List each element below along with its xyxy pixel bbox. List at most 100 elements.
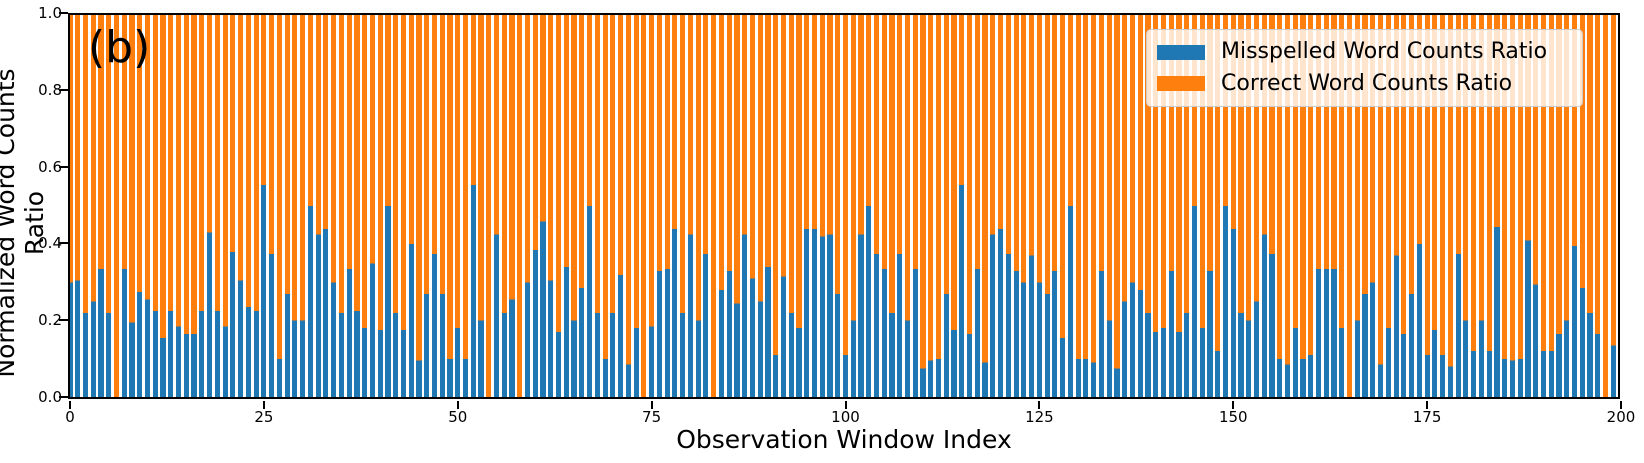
stacked-bar <box>253 15 259 397</box>
stacked-bar <box>1378 15 1384 397</box>
stacked-bar <box>998 15 1004 397</box>
stacked-bar <box>579 15 585 397</box>
stacked-bar <box>501 15 507 397</box>
stacked-bar <box>951 15 957 397</box>
stacked-bar <box>804 15 810 397</box>
stacked-bar <box>641 15 647 397</box>
stacked-bar <box>757 15 763 397</box>
stacked-bar <box>1184 15 1190 397</box>
stacked-bar <box>935 15 942 397</box>
stacked-bar <box>974 15 980 397</box>
stacked-bar <box>369 15 376 397</box>
stacked-bar <box>850 15 856 397</box>
stacked-bar <box>1346 15 1353 397</box>
stacked-bar <box>749 15 756 397</box>
stacked-bar <box>796 15 802 397</box>
stacked-bar <box>1502 15 1508 397</box>
stacked-bar <box>1486 15 1492 397</box>
misspelled-swatch-icon <box>1157 44 1205 60</box>
stacked-bar <box>408 15 414 397</box>
stacked-bar <box>1393 15 1399 397</box>
stacked-bar <box>1145 15 1151 397</box>
x-tick-mark <box>650 401 653 409</box>
stacked-bar <box>238 15 244 397</box>
stacked-bar <box>1044 15 1050 397</box>
stacked-bar <box>269 15 275 397</box>
stacked-bar <box>1005 15 1011 397</box>
stacked-bar <box>493 15 500 397</box>
stacked-bar <box>439 15 445 397</box>
stacked-bar <box>261 15 267 397</box>
stacked-bar <box>990 15 996 397</box>
stacked-bar <box>881 15 887 397</box>
stacked-bar <box>625 15 631 397</box>
legend-label-misspelled: Misspelled Word Counts Ratio <box>1221 39 1548 65</box>
stacked-bar <box>70 15 73 397</box>
y-tick-label: 0.6 <box>38 157 62 176</box>
stacked-bar <box>160 15 166 397</box>
x-axis-label: Observation Window Index <box>676 425 1012 454</box>
stacked-bar <box>1610 15 1616 397</box>
stacked-bar <box>703 15 709 397</box>
stacked-bar <box>633 15 639 397</box>
x-tick-label: 175 <box>1412 408 1442 426</box>
stacked-bar <box>183 15 189 397</box>
stacked-bar <box>1013 15 1019 397</box>
stacked-bar <box>966 15 973 397</box>
stacked-bar <box>1440 15 1446 397</box>
stacked-bar <box>773 15 779 397</box>
stacked-bar <box>788 15 794 397</box>
stacked-bar <box>602 15 608 397</box>
stacked-bar <box>1618 15 1620 397</box>
stacked-bar <box>1215 15 1221 397</box>
legend-label-correct: Correct Word Counts Ratio <box>1221 70 1513 96</box>
stacked-bar <box>82 15 89 397</box>
stacked-bar <box>144 15 151 397</box>
stacked-bar <box>416 15 422 397</box>
stacked-bar <box>517 15 523 397</box>
x-tick-mark <box>1426 401 1429 409</box>
stacked-bar <box>563 15 569 397</box>
stacked-bar <box>695 15 701 397</box>
stacked-bar <box>431 15 438 397</box>
stacked-bar <box>1323 15 1329 397</box>
stacked-bar <box>1595 15 1601 397</box>
x-tick-label: 200 <box>1606 408 1636 426</box>
stacked-bar <box>734 15 740 397</box>
stacked-bar <box>1509 15 1516 397</box>
legend: Misspelled Word Counts Ratio Correct Wor… <box>1146 29 1583 107</box>
x-tick-mark <box>844 401 847 409</box>
stacked-bar <box>346 15 352 397</box>
correct-swatch-icon <box>1157 76 1205 92</box>
stacked-bar <box>393 15 399 397</box>
stacked-bar <box>1277 15 1283 397</box>
stacked-bar <box>1339 15 1345 397</box>
x-tick-mark <box>69 401 71 409</box>
y-tick-label: 0.4 <box>38 234 62 253</box>
stacked-bar <box>230 15 236 397</box>
stacked-bar <box>726 15 732 397</box>
stacked-bar <box>323 15 329 397</box>
stacked-bar <box>904 15 911 397</box>
stacked-bar <box>455 15 461 397</box>
stacked-bar <box>1261 15 1267 397</box>
stacked-bar <box>1471 15 1477 397</box>
stacked-bar <box>362 15 368 397</box>
stacked-bar <box>276 15 282 397</box>
stacked-bar <box>1168 15 1174 397</box>
stacked-bar <box>866 15 872 397</box>
stacked-bar <box>222 15 228 397</box>
stacked-bar <box>478 15 484 397</box>
stacked-bar <box>1331 15 1337 397</box>
stacked-bar <box>300 15 306 397</box>
stacked-bar <box>1222 15 1229 397</box>
stacked-bar <box>897 15 903 397</box>
y-tick-mark <box>59 165 68 168</box>
stacked-bar <box>1556 15 1562 397</box>
legend-row: Misspelled Word Counts Ratio <box>1157 40 1572 64</box>
stacked-bar <box>1021 15 1027 397</box>
y-tick-label: 0.2 <box>38 311 62 330</box>
stacked-bar <box>1432 15 1438 397</box>
stacked-bar <box>1091 15 1097 397</box>
